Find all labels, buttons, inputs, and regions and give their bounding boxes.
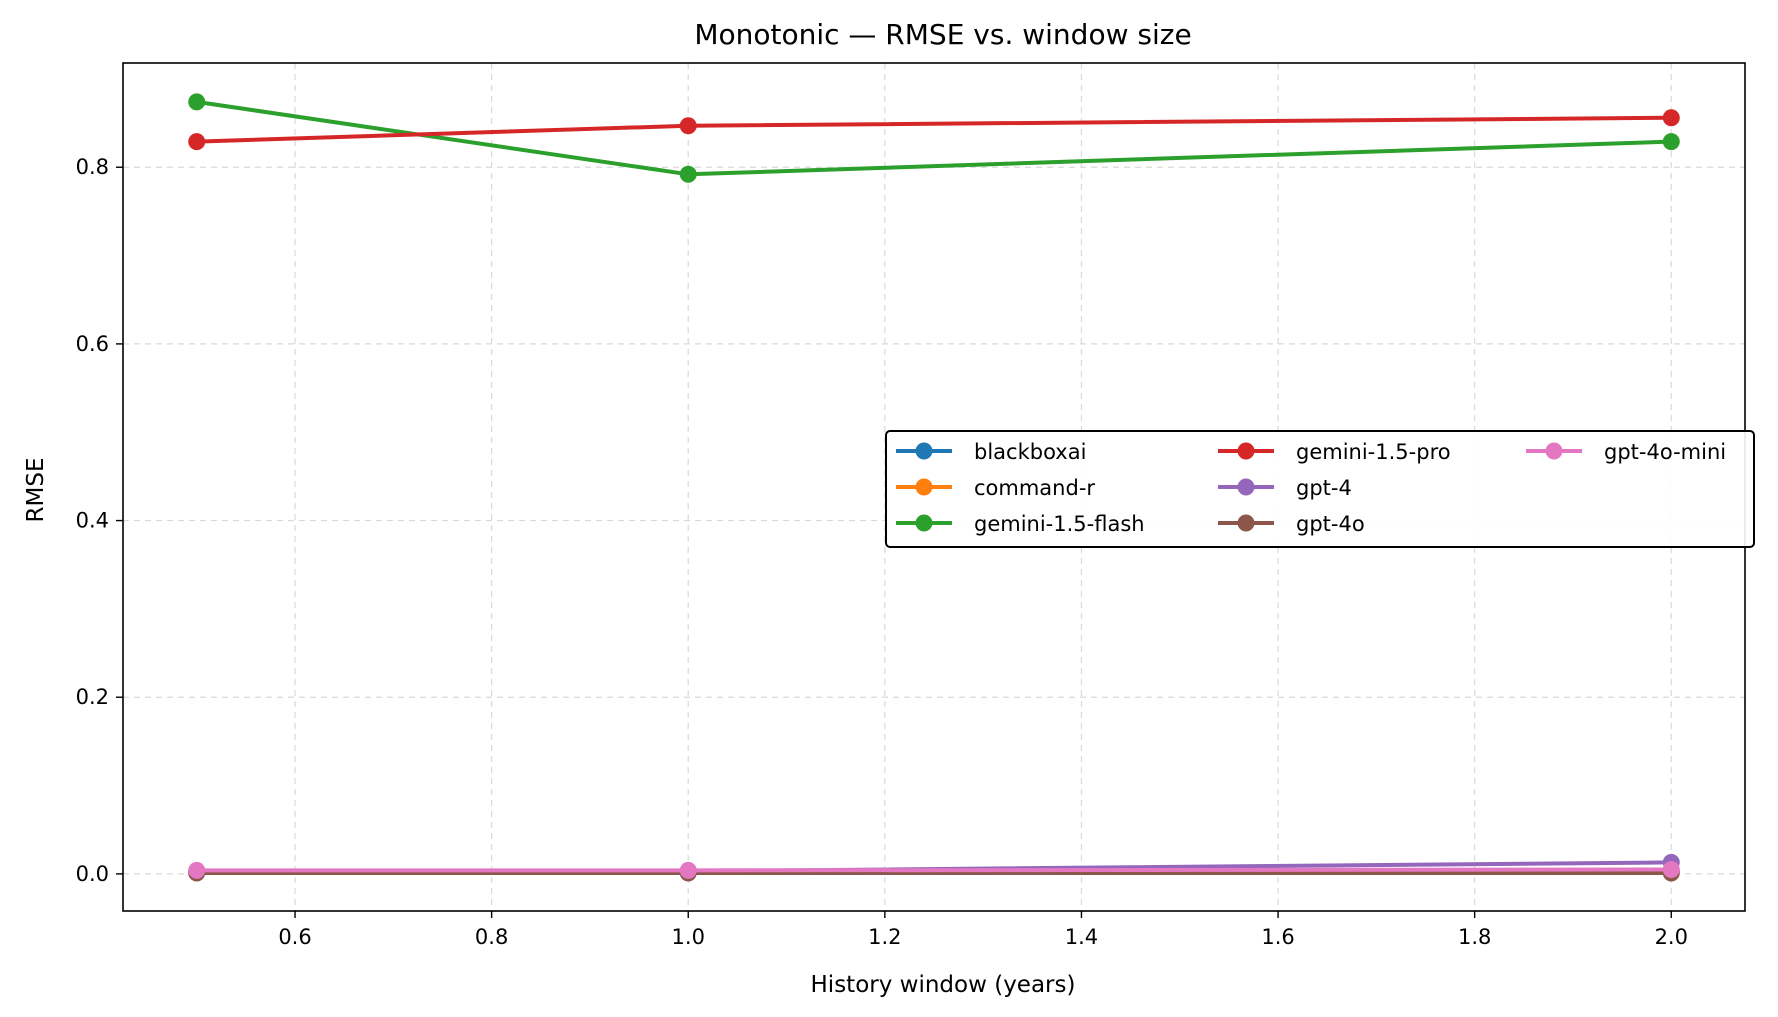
series-line <box>196 867 1672 873</box>
series-gpt-4 <box>188 853 1680 880</box>
x-tick-label: 0.8 <box>475 925 508 949</box>
data-point <box>679 165 697 183</box>
y-tick-label: 0.0 <box>76 862 109 886</box>
data-point <box>1662 109 1680 127</box>
legend-label: gpt-4 <box>1296 476 1352 500</box>
legend-label: command-r <box>974 476 1095 500</box>
data-point <box>188 133 206 151</box>
series-gemini-1.5-flash <box>188 93 1680 183</box>
data-point <box>1662 133 1680 151</box>
series-gemini-1.5-pro <box>188 109 1680 151</box>
legend-item-gpt-4: gpt-4 <box>1218 476 1352 500</box>
legend-marker <box>1237 442 1255 460</box>
y-tick-label: 0.8 <box>76 155 109 179</box>
x-tick-label: 1.2 <box>868 925 901 949</box>
legend-marker <box>915 478 933 496</box>
legend-item-command-r: command-r <box>896 476 1095 500</box>
chart-title: Monotonic — RMSE vs. window size <box>694 18 1191 51</box>
x-axis-label: History window (years) <box>811 972 1076 998</box>
y-tick-label: 0.4 <box>76 509 109 533</box>
legend-frame <box>885 430 1755 548</box>
x-tick-label: 1.8 <box>1458 925 1491 949</box>
y-tick-label: 0.6 <box>76 332 109 356</box>
legend-label: gpt-4o-mini <box>1604 440 1726 464</box>
y-axis: 0.0 0.2 0.4 0.6 0.8 <box>76 155 123 886</box>
legend-marker <box>1545 442 1563 460</box>
legend-label: gpt-4o <box>1296 512 1365 536</box>
legend-marker <box>915 514 933 532</box>
y-axis-label: RMSE <box>23 458 49 523</box>
legend-marker <box>1237 478 1255 496</box>
x-tick-label: 1.4 <box>1065 925 1098 949</box>
x-tick-label: 2.0 <box>1655 925 1688 949</box>
x-tick-label: 1.6 <box>1261 925 1294 949</box>
x-tick-label: 0.6 <box>278 925 311 949</box>
legend-item-gpt-4o: gpt-4o <box>1218 512 1365 536</box>
legend: blackboxai command-r gemini-1.5-flash gemin… <box>885 430 1755 548</box>
legend-label: gemini-1.5-flash <box>974 512 1145 536</box>
series-line <box>196 99 1672 177</box>
y-tick-label: 0.2 <box>76 685 109 709</box>
legend-label: blackboxai <box>974 440 1086 464</box>
data-point <box>1662 860 1680 878</box>
legend-marker <box>915 442 933 460</box>
legend-item-gpt-4o-mini: gpt-4o-mini <box>1526 440 1726 464</box>
x-axis: 0.6 0.8 1.0 1.2 1.4 1.6 1.8 2.0 <box>278 911 1688 949</box>
data-point <box>679 117 697 135</box>
series-gpt-4o-mini <box>188 860 1680 879</box>
legend-item-gemini-1.5-flash: gemini-1.5-flash <box>896 512 1145 536</box>
data-point <box>679 861 697 879</box>
legend-item-blackboxai: blackboxai <box>896 440 1086 464</box>
x-tick-label: 1.0 <box>672 925 705 949</box>
series-line <box>196 115 1672 144</box>
data-point <box>188 861 206 879</box>
legend-marker <box>1237 514 1255 532</box>
series-layer <box>188 93 1680 882</box>
legend-item-gemini-1.5-pro: gemini-1.5-pro <box>1218 440 1451 464</box>
data-point <box>188 93 206 111</box>
legend-label: gemini-1.5-pro <box>1296 440 1451 464</box>
